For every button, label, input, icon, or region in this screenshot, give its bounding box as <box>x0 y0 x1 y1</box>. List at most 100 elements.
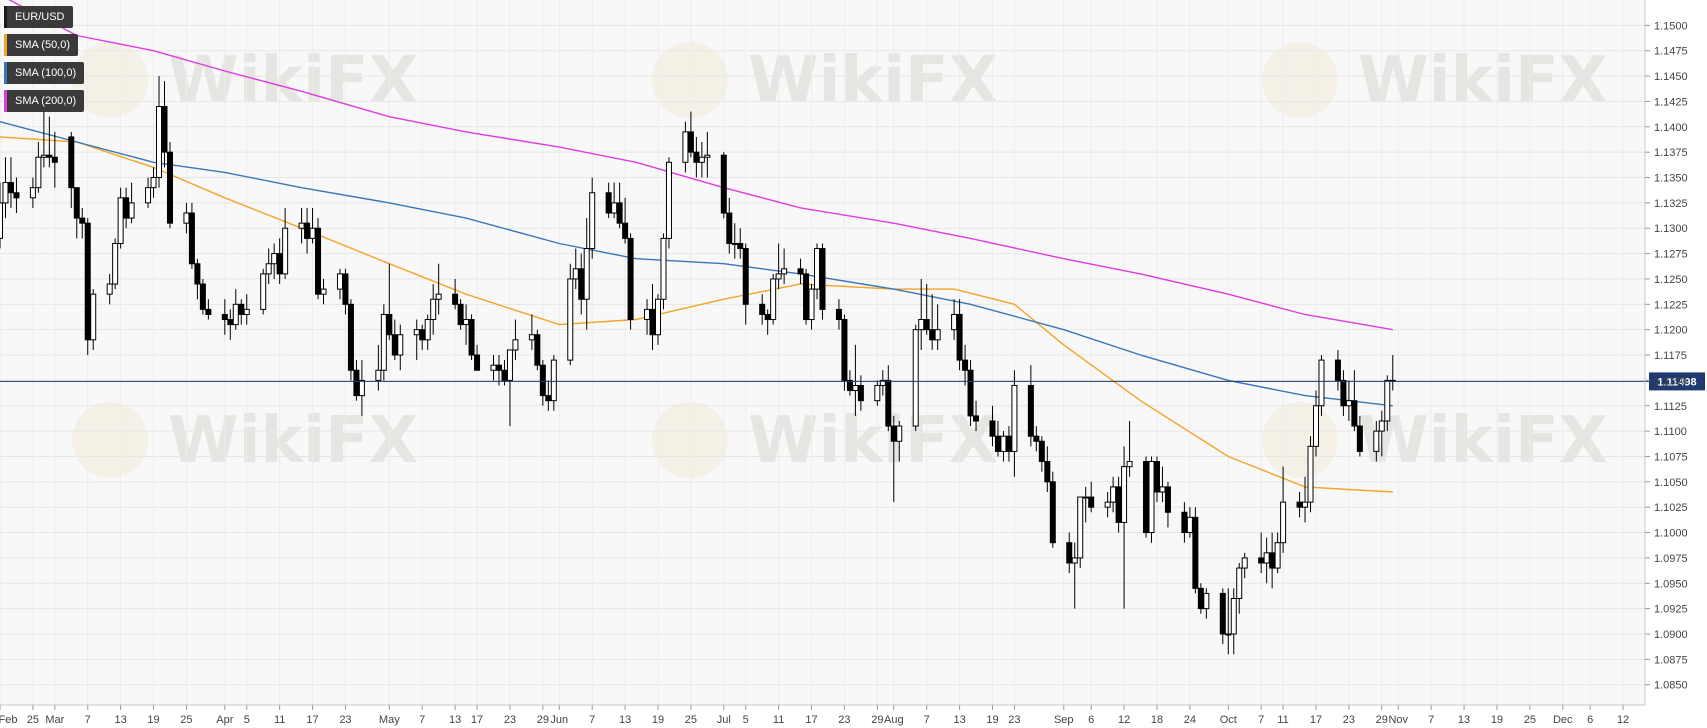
x-tick-label: Mar <box>45 714 64 726</box>
candle-body <box>704 154 711 158</box>
candle-body <box>1236 567 1243 599</box>
candle-body <box>298 222 305 229</box>
watermark-text: WikiFX <box>168 44 418 118</box>
candle-body <box>912 329 919 427</box>
y-tick-label: 1.1250 <box>1654 274 1688 286</box>
candle-body <box>1044 461 1051 483</box>
y-tick-label: 1.1325 <box>1654 198 1688 210</box>
candle-body <box>951 313 958 331</box>
candle-body <box>923 319 930 331</box>
sma-line-100 <box>0 121 1393 407</box>
candle-body <box>857 384 864 402</box>
candle-body <box>1280 501 1287 544</box>
legend-item-eurusd[interactable]: EUR/USD <box>4 6 73 28</box>
x-tick-label: 23 <box>1008 714 1020 726</box>
candle-body <box>1104 501 1111 508</box>
x-tick-label: 19 <box>986 714 998 726</box>
candle-body <box>342 273 349 305</box>
candle-body <box>238 303 245 315</box>
x-tick-label: 19 <box>1491 714 1503 726</box>
candle-body <box>495 364 502 371</box>
candle-body <box>539 364 546 397</box>
y-tick-label: 1.1275 <box>1654 249 1688 261</box>
x-tick-label: 29 <box>1376 714 1388 726</box>
y-tick-label: 1.1300 <box>1654 223 1688 235</box>
watermark-text: WikiFX <box>168 404 418 478</box>
watermark-text: WikiFX <box>748 44 998 118</box>
candle-body <box>1082 496 1089 499</box>
candle-body <box>430 298 437 321</box>
legend-label: EUR/USD <box>15 11 65 23</box>
candle-body <box>1027 384 1034 437</box>
candle-body <box>271 253 278 265</box>
x-tick-label: 25 <box>27 714 39 726</box>
candle-body <box>989 420 996 437</box>
candle-body <box>265 263 272 275</box>
x-tick-label: 6 <box>1587 714 1593 726</box>
candle-body <box>1181 511 1188 534</box>
candle-body <box>797 268 804 275</box>
x-tick-label: 29 <box>871 714 883 726</box>
candle-body <box>528 334 535 341</box>
candle-body <box>611 202 618 214</box>
candle-body <box>419 329 426 341</box>
candle-body <box>1000 435 1007 452</box>
candle-body <box>896 425 903 442</box>
candle-body <box>424 319 431 341</box>
legend-item-sma-100[interactable]: SMA (100,0) <box>4 62 85 84</box>
candle-body <box>145 187 152 204</box>
x-tick-label: Jun <box>550 714 568 726</box>
candle-body <box>1153 461 1160 493</box>
y-tick-label: 1.0850 <box>1654 680 1688 692</box>
x-tick-label: Nov <box>1388 714 1408 726</box>
sma-lines <box>0 0 1393 493</box>
candle-body <box>13 192 20 199</box>
watermark-text: WikiFX <box>1358 44 1608 118</box>
x-tick-label: 11 <box>274 714 285 726</box>
candle-body <box>1258 557 1265 564</box>
candle-body <box>112 242 119 285</box>
legend-item-sma-200[interactable]: SMA (200,0) <box>4 90 85 112</box>
candle-body <box>260 273 267 310</box>
candle-body <box>128 202 135 219</box>
candle-body <box>660 237 667 300</box>
candle-body <box>742 248 749 305</box>
legend-swatch <box>4 90 7 112</box>
candle-body <box>1318 359 1325 407</box>
y-tick-label: 1.1075 <box>1654 451 1688 463</box>
candle-body <box>1373 430 1380 452</box>
candle-body <box>1384 379 1391 422</box>
x-tick-label: 23 <box>339 714 351 726</box>
x-tick-label: Aug <box>884 714 904 726</box>
legend-item-sma-50[interactable]: SMA (50,0) <box>4 34 79 56</box>
candle-body <box>567 278 574 361</box>
candle-body <box>435 293 442 300</box>
candle-body <box>973 415 980 422</box>
x-tick-label: 17 <box>805 714 817 726</box>
current-price-line: 1.11498 <box>0 372 1705 391</box>
candle-body <box>934 329 941 341</box>
candle-body <box>1230 597 1237 635</box>
candle-body <box>627 237 634 321</box>
candle-body <box>781 268 788 275</box>
candle-body <box>161 106 168 153</box>
candle-body <box>1302 501 1309 508</box>
watermark-logo-icon <box>1262 42 1338 118</box>
candle-body <box>572 268 579 280</box>
y-tick-label: 1.0900 <box>1654 629 1688 641</box>
x-tick-label: 5 <box>244 714 250 726</box>
x-tick-label: Feb <box>0 714 17 726</box>
candle-body <box>221 313 228 321</box>
candle-body <box>1110 486 1117 503</box>
x-tick-label: 23 <box>1343 714 1355 726</box>
candle-body <box>1340 379 1347 407</box>
candle-body <box>315 227 322 295</box>
grid-lines <box>0 0 1645 705</box>
y-tick-label: 1.1225 <box>1654 299 1688 311</box>
candle-body <box>512 339 519 351</box>
candle-body <box>874 384 881 402</box>
candle-body <box>73 187 80 219</box>
x-tick-label: Jul <box>717 714 731 726</box>
candle-body <box>835 308 842 321</box>
y-tick-label: 1.1100 <box>1654 426 1687 438</box>
